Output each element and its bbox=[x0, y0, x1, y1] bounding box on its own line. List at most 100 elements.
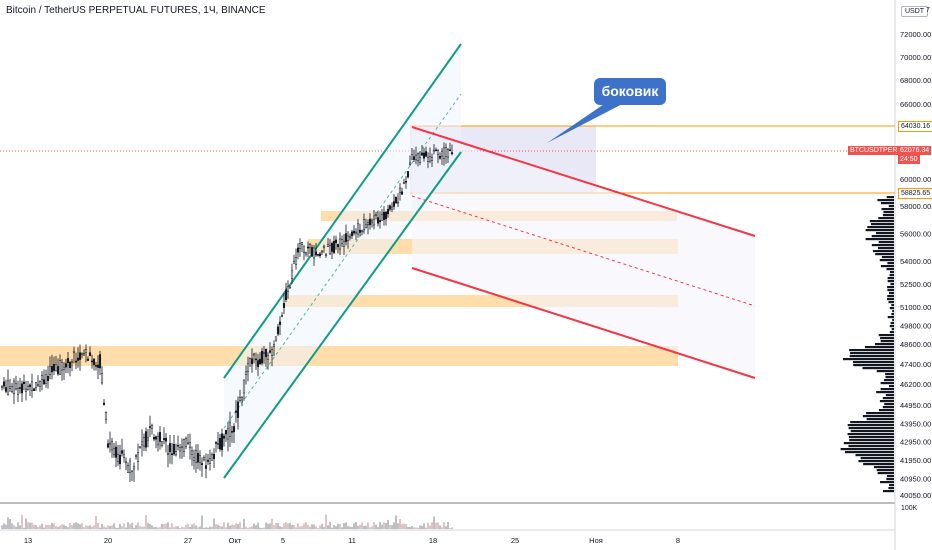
volume-bar bbox=[359, 524, 361, 529]
descending-channel-lower[interactable] bbox=[411, 267, 756, 379]
candle-body bbox=[144, 431, 148, 448]
candle-body bbox=[242, 379, 246, 394]
profile-bar bbox=[891, 304, 894, 307]
volume-bar bbox=[27, 522, 29, 529]
candle-body bbox=[436, 150, 440, 155]
volume-bar bbox=[381, 524, 383, 529]
candle-body bbox=[50, 366, 54, 373]
volume-bar bbox=[361, 522, 363, 529]
candle-body bbox=[82, 353, 86, 356]
candle-body bbox=[432, 149, 436, 152]
candle-body bbox=[126, 465, 130, 473]
candle-body bbox=[132, 466, 136, 470]
candle-body bbox=[38, 381, 42, 387]
volume-bar bbox=[399, 519, 401, 529]
volume-bar bbox=[15, 526, 17, 529]
candle-body bbox=[184, 438, 188, 448]
ascending-channel-upper[interactable] bbox=[223, 43, 462, 379]
volume-bar bbox=[301, 525, 303, 529]
ascending-channel-lower[interactable] bbox=[223, 151, 462, 479]
candle-body bbox=[230, 431, 234, 433]
volume-bar bbox=[403, 523, 405, 529]
volume-bar bbox=[423, 523, 425, 529]
candle-body bbox=[422, 152, 426, 159]
volume-bar bbox=[71, 525, 73, 529]
candle-body bbox=[186, 442, 190, 445]
profile-bar bbox=[885, 373, 894, 376]
candle-body bbox=[206, 459, 210, 462]
candle-body bbox=[70, 361, 74, 363]
price-tick-label: 47400.00 bbox=[900, 360, 931, 369]
profile-bar bbox=[869, 220, 894, 223]
candle-body bbox=[92, 358, 96, 366]
volume-bar bbox=[103, 526, 105, 529]
candle-body bbox=[10, 386, 14, 392]
volume-bar bbox=[351, 526, 353, 529]
candle-body bbox=[260, 350, 264, 364]
candle-body bbox=[146, 437, 150, 441]
profile-bar bbox=[882, 214, 894, 217]
volume-bar bbox=[125, 527, 127, 529]
volume-bar bbox=[31, 522, 33, 529]
sideways-callout[interactable]: боковик bbox=[594, 78, 666, 105]
profile-bar bbox=[878, 334, 894, 337]
candle-body bbox=[120, 450, 124, 454]
candle-body bbox=[294, 257, 298, 265]
profile-bar bbox=[883, 379, 894, 382]
volume-bar bbox=[193, 523, 195, 529]
volume-bar bbox=[111, 525, 113, 529]
time-tick-label: 18 bbox=[429, 536, 437, 545]
candle-body bbox=[330, 243, 334, 252]
time-tick-label: Окт bbox=[229, 536, 242, 545]
profile-bar bbox=[878, 241, 894, 244]
candle-body bbox=[36, 384, 40, 386]
volume-bar bbox=[413, 527, 415, 529]
volume-bar bbox=[257, 522, 259, 529]
profile-bar bbox=[878, 217, 894, 220]
volume-bar bbox=[227, 522, 229, 529]
candle-body bbox=[272, 344, 276, 347]
price-axis[interactable]: 72000.0070000.0068000.0066000.0062000.00… bbox=[900, 30, 931, 500]
candle-body bbox=[200, 463, 204, 465]
candle-body bbox=[78, 352, 82, 360]
profile-bar bbox=[877, 472, 894, 475]
profile-bar bbox=[874, 343, 894, 346]
profile-bar bbox=[855, 454, 894, 457]
candle-body bbox=[246, 363, 250, 372]
volume-bar bbox=[441, 527, 443, 529]
price-tick-label: 70000.00 bbox=[900, 53, 931, 62]
volume-bar bbox=[91, 526, 93, 529]
profile-bar bbox=[844, 451, 894, 454]
profile-bar bbox=[888, 292, 894, 295]
volume-bar bbox=[123, 523, 125, 529]
profile-bar bbox=[882, 397, 894, 400]
candle-body bbox=[168, 443, 172, 453]
volume-bar bbox=[289, 522, 291, 529]
volume-bar bbox=[77, 523, 79, 529]
volume-bar bbox=[7, 517, 9, 529]
volume-bar bbox=[373, 522, 375, 529]
zone-4[interactable] bbox=[0, 346, 678, 366]
candle-body bbox=[140, 441, 144, 446]
volume-bar bbox=[45, 524, 47, 529]
candle-body bbox=[338, 238, 342, 250]
time-axis[interactable]: 13 20 27 Окт 5 11 18 25 Ноя 8 bbox=[24, 536, 680, 545]
volume-bar bbox=[255, 525, 257, 529]
candle-body bbox=[220, 433, 224, 450]
volume-bar bbox=[61, 524, 63, 529]
volume-bar bbox=[51, 523, 53, 529]
descending-channel-upper[interactable] bbox=[411, 126, 756, 237]
symbol-title[interactable]: Bitcoin / TetherUS PERPETUAL FUTURES, 1Ч… bbox=[6, 5, 266, 16]
volume-bar bbox=[13, 525, 15, 529]
candle-body bbox=[346, 235, 350, 241]
volume-bar bbox=[297, 523, 299, 529]
volume-bar bbox=[405, 524, 407, 529]
candle-body bbox=[44, 374, 48, 384]
volume-bar bbox=[79, 524, 81, 529]
profile-bar bbox=[890, 271, 894, 274]
candle-body bbox=[400, 191, 404, 195]
price-tick-label: 41950.00 bbox=[900, 456, 931, 465]
ascending-channel-mid bbox=[223, 93, 462, 429]
currency-button[interactable]: USDT bbox=[901, 6, 929, 17]
